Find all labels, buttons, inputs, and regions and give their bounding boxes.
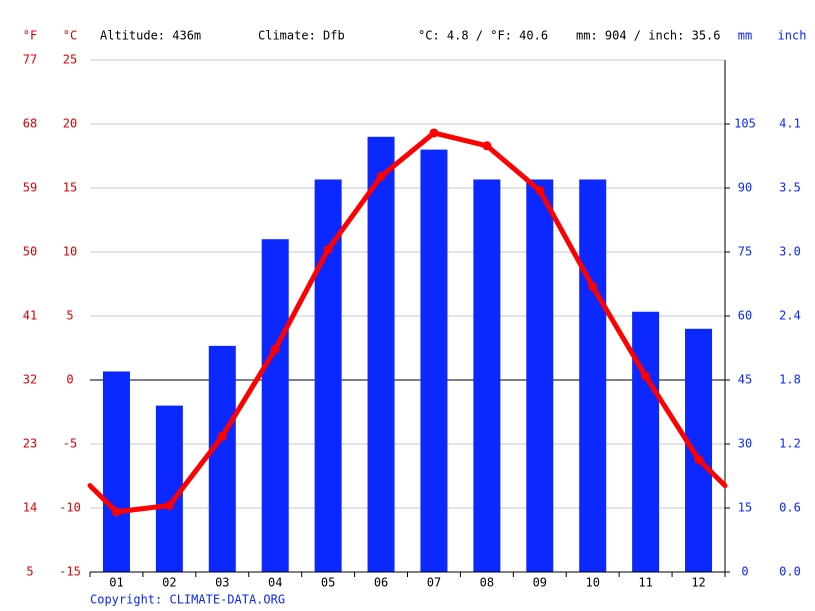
y-tick-label: -5 [63,437,77,451]
y-tick-label: -10 [59,501,81,515]
temp-line-wrap [696,456,728,489]
mean-temp: °C: 4.8 / °F: 40.6 [418,29,548,43]
y2-tick-label: 45 [738,373,752,387]
y2-tick-label: 0 [741,565,748,579]
temp-point [641,371,651,381]
temp-line [116,130,701,515]
temp-point [588,282,598,292]
bar [579,179,607,572]
y2-tick-label: 75 [738,245,752,259]
x-tick-label: 01 [109,576,123,590]
y4-tick-label: 3.0 [779,245,801,259]
y4-tick-label: 3.5 [779,181,801,195]
temp-point [164,500,174,510]
y2-tick-label: 90 [738,181,752,195]
temp-point [323,244,333,254]
y4-tick-label: 1.8 [779,373,801,387]
climate: Climate: Dfb [258,29,345,43]
y3-tick-label: 68 [23,117,37,131]
y2-tick-label: 30 [738,437,752,451]
y4-tick-label: 2.4 [779,309,801,323]
y-tick-label: 5 [66,309,73,323]
x-tick-label: 07 [427,576,441,590]
temp-point [429,128,439,138]
y3-tick-label: 77 [23,53,37,67]
bar [208,345,236,572]
x-tick-label: 05 [321,576,335,590]
y-tick-label: -15 [59,565,81,579]
unit-f: °F [23,29,37,43]
bar [473,179,501,572]
y-tick-label: 15 [63,181,77,195]
bar [632,311,660,572]
y2-tick-label: 105 [734,117,756,131]
x-tick-label: 12 [691,576,705,590]
unit-mm: mm [738,29,752,43]
total-precip: mm: 904 / inch: 35.6 [576,29,721,43]
y-tick-label: 20 [63,117,77,131]
unit-inch: inch [778,29,807,43]
temp-point [694,454,704,464]
bar [526,179,554,572]
temp-point [482,141,492,151]
y3-tick-label: 50 [23,245,37,259]
y3-tick-label: 59 [23,181,37,195]
y4-tick-label: 0.6 [779,501,801,515]
x-tick-label: 03 [215,576,229,590]
y3-tick-label: 5 [26,565,33,579]
y2-tick-label: 15 [738,501,752,515]
bar [314,179,342,572]
bar [261,239,289,572]
y3-tick-label: 14 [23,501,37,515]
bar [367,136,395,573]
bar [685,328,713,572]
y4-tick-label: 4.1 [779,117,801,131]
bar [102,371,130,572]
x-tick-label: 11 [638,576,652,590]
y-tick-label: 10 [63,245,77,259]
bar [155,405,183,572]
x-tick-label: 10 [585,576,599,590]
temp-point [270,344,280,354]
x-tick-label: 06 [374,576,388,590]
temp-point [217,431,227,441]
x-tick-label: 02 [162,576,176,590]
x-tick-label: 04 [268,576,282,590]
temp-point [111,507,121,517]
bar [420,149,448,572]
unit-c: °C [63,29,77,43]
y-tick-label: 0 [66,373,73,387]
y4-tick-label: 1.2 [779,437,801,451]
x-tick-label: 09 [533,576,547,590]
y3-tick-label: 41 [23,309,37,323]
temp-point [376,171,386,181]
y4-tick-label: 0.0 [779,565,801,579]
y-tick-label: 25 [63,53,77,67]
temp-line-wrap [87,483,119,515]
altitude: Altitude: 436m [100,29,201,43]
y3-tick-label: 23 [23,437,37,451]
temp-point [535,186,545,196]
x-tick-label: 08 [480,576,494,590]
y2-tick-label: 60 [738,309,752,323]
copyright: Copyright: CLIMATE-DATA.ORG [90,593,285,607]
y3-tick-label: 32 [23,373,37,387]
